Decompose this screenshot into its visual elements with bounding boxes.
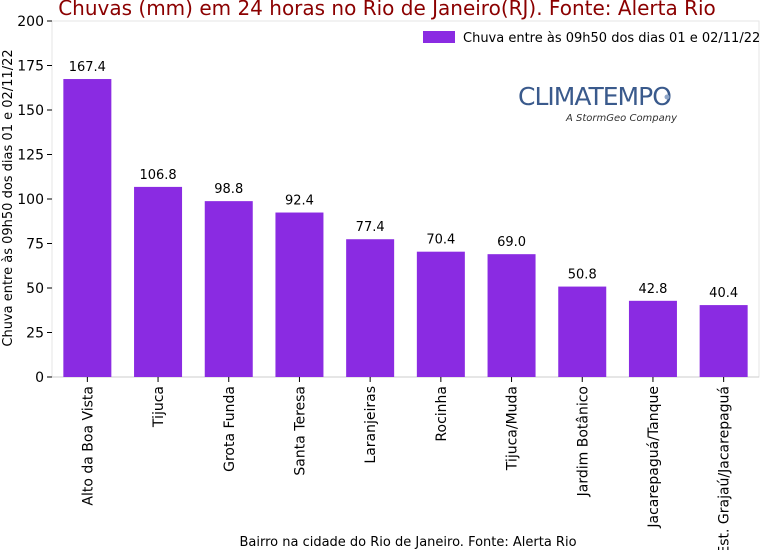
- legend: Chuva entre às 09h50 dos dias 01 e 02/11…: [423, 31, 760, 46]
- logo-dot-icon: [664, 94, 670, 100]
- y-axis-title: Chuva entre às 09h50 dos dias 01 e 02/11…: [1, 49, 16, 346]
- data-labels-group: 167.4 106.8 98.8 92.4 77.4 70.4 69.0 50.8 42.8 40…: [69, 60, 738, 301]
- bars-group: [63, 79, 748, 377]
- y-tick-label: 200: [17, 14, 44, 30]
- y-tick-label: 175: [17, 59, 44, 75]
- logo-tagline: A StormGeo Company: [565, 113, 678, 124]
- x-axis: Alto da Boa Vista Tijuca Grota Funda Santa …: [80, 377, 733, 550]
- y-axis: 0 25 50 75 100 125 150 175 200: [17, 14, 52, 386]
- x-tick-label: Alto da Boa Vista: [80, 386, 96, 506]
- bar-value-label: 167.4: [69, 60, 106, 75]
- bar-value-label: 50.8: [568, 268, 597, 283]
- x-tick-label: Jacarepaguá/Tanque: [646, 386, 662, 529]
- bar-value-label: 40.4: [709, 286, 738, 301]
- legend-swatch: [423, 31, 455, 43]
- x-tick-label: Jardim Botânico: [575, 386, 591, 497]
- bar: [699, 305, 748, 377]
- bar-value-label: 106.8: [139, 168, 176, 183]
- y-tick-label: 125: [17, 148, 44, 164]
- x-tick-label: Laranjeiras: [363, 386, 379, 464]
- y-tick-label: 100: [17, 192, 44, 208]
- x-tick-label: Tijuca/Muda: [505, 386, 521, 471]
- bar: [134, 186, 183, 377]
- x-tick-label: Est. Grajaú/Jacarepaguá: [717, 386, 733, 550]
- bar: [628, 300, 677, 377]
- bar: [416, 251, 465, 377]
- legend-label: Chuva entre às 09h50 dos dias 01 e 02/11…: [463, 31, 760, 46]
- chart-title: Chuvas (mm) em 24 horas no Rio de Janeir…: [58, 0, 716, 20]
- y-tick-label: 75: [26, 237, 44, 253]
- x-tick-label: Santa Teresa: [292, 386, 308, 476]
- x-axis-title: Bairro na cidade do Rio de Janeiro. Font…: [239, 535, 576, 550]
- logo-wordmark: CLIMATEMPO: [518, 82, 671, 111]
- y-tick-label: 0: [35, 370, 44, 386]
- x-tick-label: Tijuca: [151, 386, 167, 428]
- bar-value-label: 69.0: [497, 235, 526, 250]
- y-tick-label: 50: [26, 281, 44, 297]
- bar: [275, 212, 324, 377]
- y-tick-label: 25: [26, 326, 44, 342]
- bar-value-label: 98.8: [214, 182, 243, 197]
- bar: [204, 201, 253, 377]
- bar: [63, 79, 112, 377]
- bar: [346, 239, 395, 377]
- x-tick-label: Rocinha: [434, 386, 450, 442]
- bar-value-label: 92.4: [285, 194, 314, 209]
- bar-value-label: 70.4: [426, 233, 455, 248]
- climatempo-logo: CLIMATEMPO A StormGeo Company: [518, 82, 678, 124]
- bar-value-label: 42.8: [638, 282, 667, 297]
- bar: [487, 254, 536, 377]
- y-tick-label: 150: [17, 103, 44, 119]
- bar-value-label: 77.4: [356, 220, 385, 235]
- bar: [558, 286, 607, 377]
- x-tick-label: Grota Funda: [222, 386, 238, 472]
